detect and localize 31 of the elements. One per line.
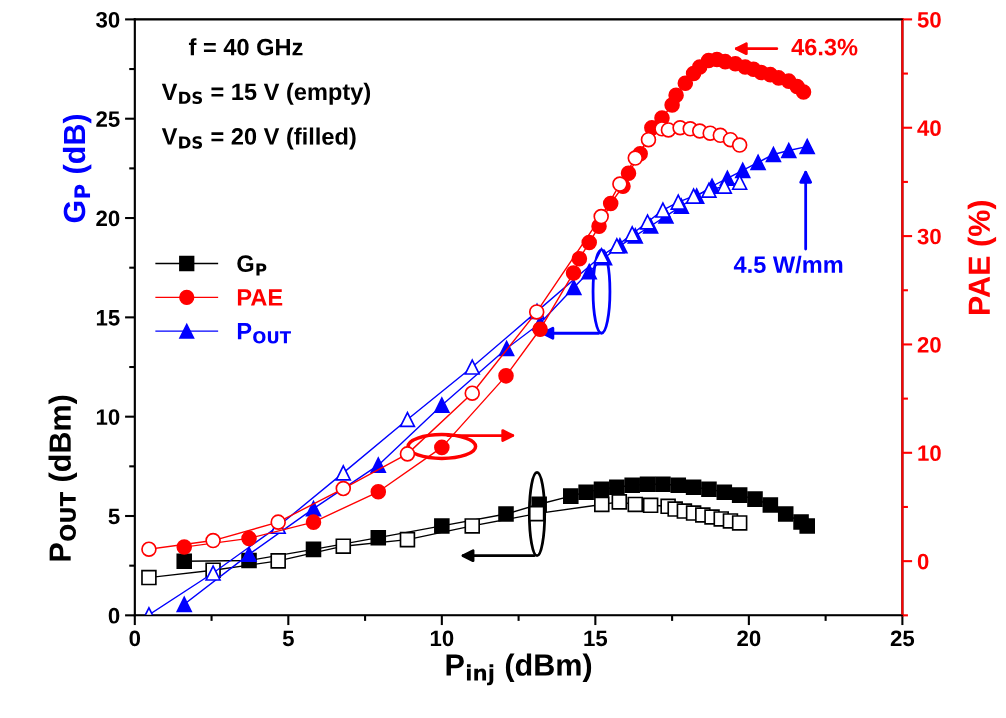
- x-tick-label: 0: [129, 630, 141, 647]
- legend-label: PAE: [237, 289, 283, 306]
- x-tick-label: 15: [584, 630, 608, 647]
- y-tick-label: 10: [96, 409, 120, 425]
- y-tick-label: 15: [96, 310, 120, 326]
- annotation: f = 40 GHz: [188, 38, 303, 56]
- y-tick-label: 20: [96, 210, 120, 227]
- y2-tick-label: 50: [917, 11, 941, 28]
- annotation: V$_{DS}$ = 20 V (filled): [161, 127, 356, 150]
- x-tick-label: 20: [737, 630, 761, 647]
- x-tick-label: 10: [430, 630, 454, 647]
- y-tick-label: 5: [108, 508, 120, 525]
- y2-tick-label: 30: [917, 228, 941, 245]
- x-tick-label: 5: [282, 630, 294, 647]
- y-tick-label: 25: [96, 111, 120, 127]
- text: G$_{P}$ (dB): [62, 114, 92, 223]
- y2-axis-title: PAE (%): [967, 200, 997, 315]
- y2-tick-label: 20: [917, 336, 941, 353]
- legend-label: G$_{P}$: [237, 255, 267, 276]
- y2-tick-label: 10: [918, 445, 941, 462]
- annotation: V$_{DS}$ = 15 V (empty): [161, 82, 371, 105]
- annotation: 4.5 W/mm: [733, 255, 843, 274]
- annotation: 46.3%: [791, 38, 858, 56]
- y-tick-label: 0: [108, 607, 120, 624]
- legend-label: P$_{OUT}$: [237, 323, 291, 344]
- y2-tick-label: 40: [917, 120, 941, 137]
- x-tick-label: 25: [890, 630, 915, 647]
- y-axis-title: P$_{OUT}$ (dBm): [48, 395, 77, 561]
- y2-tick-label: 0: [917, 553, 929, 570]
- x-axis-title: P$_{inj}$ (dBm): [446, 653, 592, 686]
- y-tick-label: 30: [96, 11, 120, 28]
